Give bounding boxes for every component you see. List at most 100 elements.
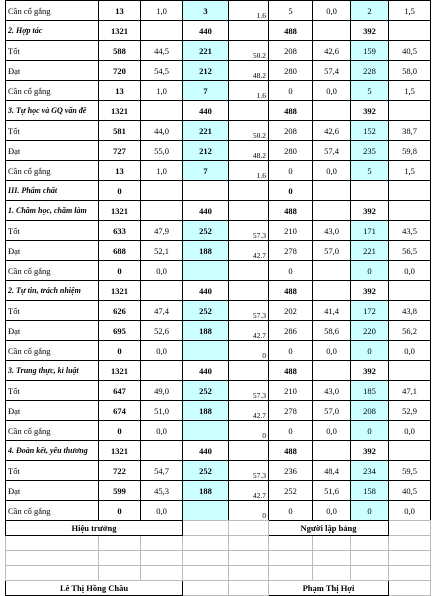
- table-row: Cần cố gắng 0 0,0 0 0 0,0 0 0,0: [5, 340, 431, 361]
- cell: 59,5: [388, 460, 431, 481]
- footer-row: [5, 565, 431, 581]
- cell: 212: [182, 60, 229, 81]
- cell: [98, 535, 141, 551]
- cell: [388, 520, 431, 536]
- cell: 57,4: [312, 60, 351, 81]
- cell: [182, 420, 229, 441]
- cell: [140, 280, 183, 301]
- cell: 57.3: [228, 220, 269, 241]
- cell: [388, 180, 431, 201]
- row-label: Tốt: [5, 300, 99, 321]
- row-label: 1. Chăm học, chăm làm: [5, 200, 99, 221]
- cell: 581: [98, 120, 141, 141]
- cell: 57,0: [312, 400, 351, 421]
- cell: 0: [268, 340, 313, 361]
- table-row: Cần cố gắng 13 1,0 3 1.6 5 0,0 2 1,5: [5, 0, 431, 21]
- cell: 5: [350, 160, 389, 181]
- cell: 588: [98, 40, 141, 61]
- cell: [388, 580, 431, 596]
- cell: 44,0: [140, 120, 183, 141]
- row-label: Đạt: [5, 320, 99, 341]
- cell: [388, 565, 431, 581]
- table-row: 2. Hợp tác 1321 440 488 392: [5, 20, 431, 41]
- cell: 0,0: [388, 500, 431, 521]
- table-row: Cần cố gắng 13 1,0 7 1.6 0 0,0 5 1,5: [5, 80, 431, 101]
- cell: [312, 180, 351, 201]
- cell: [228, 440, 269, 461]
- cell: [228, 580, 269, 596]
- row-label: Tốt: [5, 120, 99, 141]
- cell: 48,4: [312, 460, 351, 481]
- cell: 188: [182, 480, 229, 501]
- cell: [228, 565, 269, 581]
- cell: 0: [98, 180, 141, 201]
- cell: 235: [350, 140, 389, 161]
- row-label: Cần cố gắng: [5, 160, 99, 181]
- cell: [140, 550, 183, 566]
- footer-row: Hiệu trưởng Người lập bảng: [5, 520, 431, 536]
- row-label: 3. Tự học và GQ vấn đề: [5, 100, 99, 121]
- cell: 172: [350, 300, 389, 321]
- cell: 40,5: [388, 480, 431, 501]
- cell: 47,4: [140, 300, 183, 321]
- cell: [388, 20, 431, 41]
- cell: 43,0: [312, 380, 351, 401]
- cell: 42,6: [312, 40, 351, 61]
- cell: 38,7: [388, 120, 431, 141]
- cell: 185: [350, 380, 389, 401]
- table-row: Đạt 674 51,0 188 42.7 278 57,0 208 52,9: [5, 400, 431, 421]
- cell: [228, 535, 269, 551]
- cell: 152: [350, 120, 389, 141]
- table-row: Cần cố gắng 13 1,0 7 1.6 0 0,0 5 1,5: [5, 160, 431, 181]
- cell: 633: [98, 220, 141, 241]
- cell: 280: [268, 60, 313, 81]
- cell: 55,0: [140, 140, 183, 161]
- cell: 54,7: [140, 460, 183, 481]
- cell: [182, 340, 229, 361]
- cell: 720: [98, 60, 141, 81]
- table-row: Đạt 688 52,1 188 42.7 278 57,0 221 56,5: [5, 240, 431, 261]
- cell: 208: [268, 40, 313, 61]
- cell: 52,6: [140, 320, 183, 341]
- row-label: Đạt: [5, 140, 99, 161]
- cell: 0,0: [312, 500, 351, 521]
- cell: [228, 280, 269, 301]
- table-row: Đạt 599 45,3 188 42.7 252 51,6 158 40,5: [5, 480, 431, 501]
- cell: [350, 535, 389, 551]
- cell: 52,9: [388, 400, 431, 421]
- cell: 234: [350, 460, 389, 481]
- cell: 228: [350, 60, 389, 81]
- footer-row: Lê Thị Hồng Châu Phạm Thị Hợi: [5, 580, 431, 596]
- cell: 42.7: [228, 240, 269, 261]
- cell: 286: [268, 320, 313, 341]
- cell: 1.6: [228, 0, 269, 21]
- cell: 278: [268, 240, 313, 261]
- row-label: Cần cố gắng: [5, 80, 99, 101]
- cell: 221: [182, 120, 229, 141]
- cell: 1321: [98, 200, 141, 221]
- cell: 727: [98, 140, 141, 161]
- cell: 440: [182, 20, 229, 41]
- cell: [312, 20, 351, 41]
- cell: 208: [350, 400, 389, 421]
- cell: [312, 100, 351, 121]
- cell: 252: [182, 380, 229, 401]
- cell: [140, 200, 183, 221]
- cell: [228, 200, 269, 221]
- row-label: Cần cố gắng: [5, 340, 99, 361]
- cell: 0: [98, 340, 141, 361]
- cell: 0: [268, 420, 313, 441]
- row-label: Cần cố gắng: [5, 260, 99, 281]
- cell: 2: [350, 0, 389, 21]
- cell: 674: [98, 400, 141, 421]
- cell: [5, 535, 99, 551]
- cell: 440: [182, 280, 229, 301]
- cell: 210: [268, 380, 313, 401]
- cell: 48.2: [228, 60, 269, 81]
- cell: 1321: [98, 360, 141, 381]
- cell: 49,0: [140, 380, 183, 401]
- cell: [140, 360, 183, 381]
- table-row: 1. Chăm học, chăm làm 1321 440 488 392: [5, 200, 431, 221]
- cell: 212: [182, 140, 229, 161]
- cell: 0: [228, 340, 269, 361]
